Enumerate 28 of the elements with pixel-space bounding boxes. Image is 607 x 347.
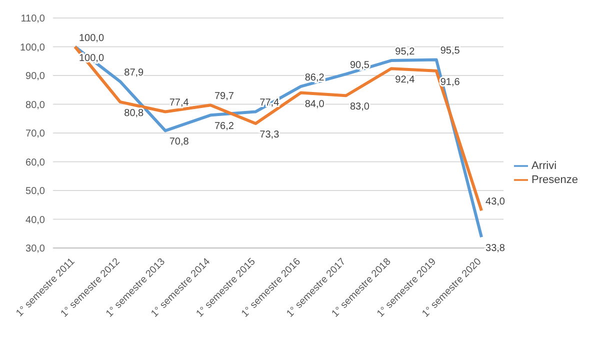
y-tick-label: 100,0 [20,42,46,54]
data-label: 43,0 [486,196,506,208]
data-label: 95,2 [395,46,416,58]
y-tick-label: 70,0 [26,128,46,140]
y-tick-label: 90,0 [26,71,46,82]
y-tick-label: 80,0 [26,100,46,111]
data-label: 77,4 [169,98,190,109]
y-tick-label: 50,0 [26,186,46,198]
legend-label: Arrivi [532,160,557,172]
y-tick-label: 40,0 [26,214,46,226]
data-label: 90,5 [350,60,370,72]
y-tick-label: 110,0 [20,14,46,25]
data-label: 100,0 [79,32,104,44]
data-label: 84,0 [304,98,325,110]
data-label: 92,4 [395,74,416,86]
data-label: 86,2 [304,72,325,84]
data-label: 79,7 [214,91,234,102]
data-label: 73,3 [260,130,280,141]
legend-label: Presenze [532,174,578,186]
y-tick-label: 30,0 [26,244,46,255]
y-tick-label: 60,0 [26,157,46,168]
data-label: 33,8 [486,243,506,254]
data-label: 76,2 [214,121,234,132]
data-label: 87,9 [124,68,144,79]
data-label: 80,8 [124,108,144,119]
data-label: 70,8 [169,136,190,148]
data-label: 95,5 [440,46,460,57]
data-label: 83,0 [350,102,370,113]
